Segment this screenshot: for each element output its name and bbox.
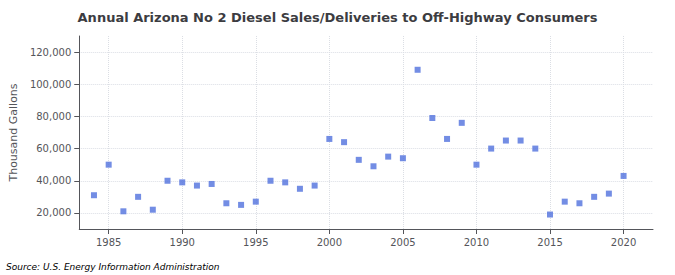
svg-text:Source: U.S. Energy Informatio: Source: U.S. Energy Information Administ… [6,262,220,272]
svg-text:40,000: 40,000 [36,175,71,186]
svg-text:2000: 2000 [317,237,342,248]
svg-text:2015: 2015 [537,237,562,248]
svg-text:Annual Arizona No 2 Diesel Sal: Annual Arizona No 2 Diesel Sales/Deliver… [78,10,598,25]
svg-text:100,000: 100,000 [30,79,71,90]
svg-text:20,000: 20,000 [36,207,71,218]
svg-text:120,000: 120,000 [30,47,71,58]
svg-text:1995: 1995 [243,237,268,248]
svg-text:Thousand Gallons: Thousand Gallons [7,83,20,182]
svg-text:80,000: 80,000 [36,111,71,122]
svg-text:2020: 2020 [611,237,636,248]
svg-text:60,000: 60,000 [36,143,71,154]
svg-text:2005: 2005 [390,237,415,248]
svg-text:1985: 1985 [96,237,121,248]
svg-text:1990: 1990 [170,237,195,248]
svg-text:2010: 2010 [464,237,489,248]
